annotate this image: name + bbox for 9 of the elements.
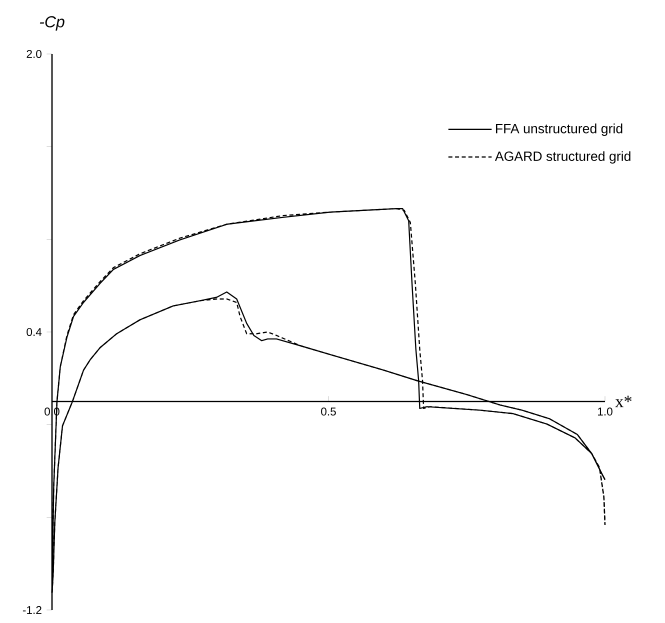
x-tick-label: 0.5	[321, 408, 336, 416]
legend-label: FFA unstructured grid	[496, 124, 622, 136]
legend-label: AGARD structured grid	[494, 151, 630, 164]
y-tick-label: 2.0	[26, 50, 42, 58]
y-tick-label: -1.2	[22, 606, 42, 614]
y-axis-title: -Cp	[40, 16, 64, 31]
x-tick-label: 1.0	[598, 408, 612, 416]
x-axis-title: x*	[615, 396, 632, 408]
y-tick-label: 0.4	[26, 328, 42, 336]
